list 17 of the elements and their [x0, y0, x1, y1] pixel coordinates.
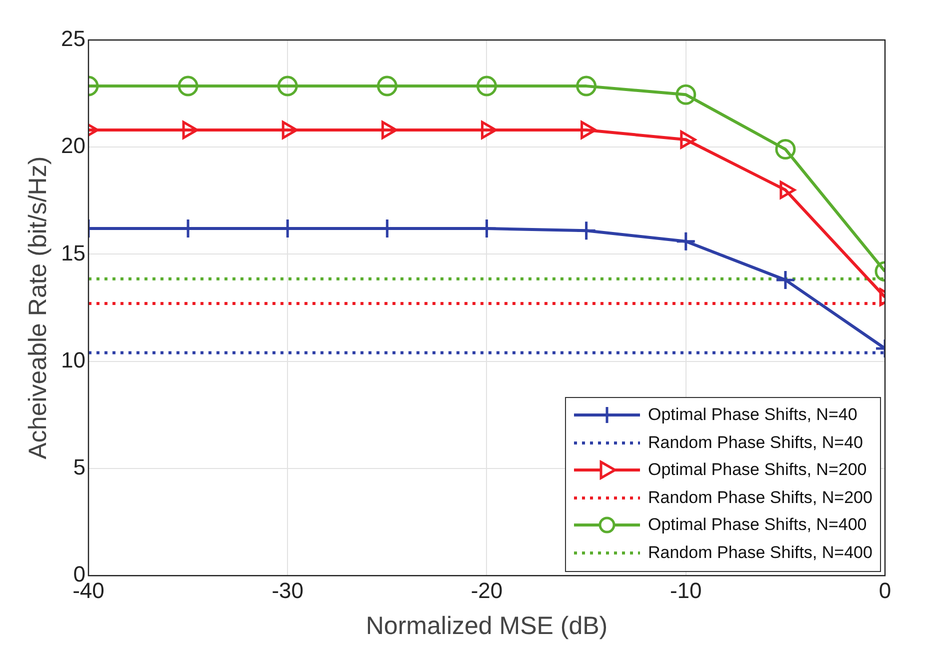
y-tick-label: 10 [60, 347, 86, 372]
legend-label: Optimal Phase Shifts, N=40 [648, 405, 858, 426]
y-tick-label: 15 [60, 240, 86, 266]
x-tick-label: -30 [272, 578, 304, 603]
x-tick-label: -20 [470, 578, 503, 603]
y-tick-label: 20 [60, 133, 86, 158]
legend-label: Random Phase Shifts, N=200 [648, 488, 872, 508]
legend-label: Optimal Phase Shifts, N=400 [648, 515, 867, 536]
legend-label: Random Phase Shifts, N=400 [648, 542, 872, 563]
x-tick-label: -10 [670, 578, 702, 603]
y-tick-label: 25 [60, 26, 86, 52]
legend-label: Optimal Phase Shifts, N=200 [648, 460, 867, 480]
x-tick-label: 0 [878, 578, 892, 603]
y-tick-label: 5 [73, 454, 86, 480]
x-axis-title: Normalized MSE (dB) [366, 612, 608, 640]
legend-label: Random Phase Shifts, N=40 [648, 432, 863, 453]
y-axis-title: Acheiveable Rate (bit/s/Hz) [24, 156, 52, 460]
